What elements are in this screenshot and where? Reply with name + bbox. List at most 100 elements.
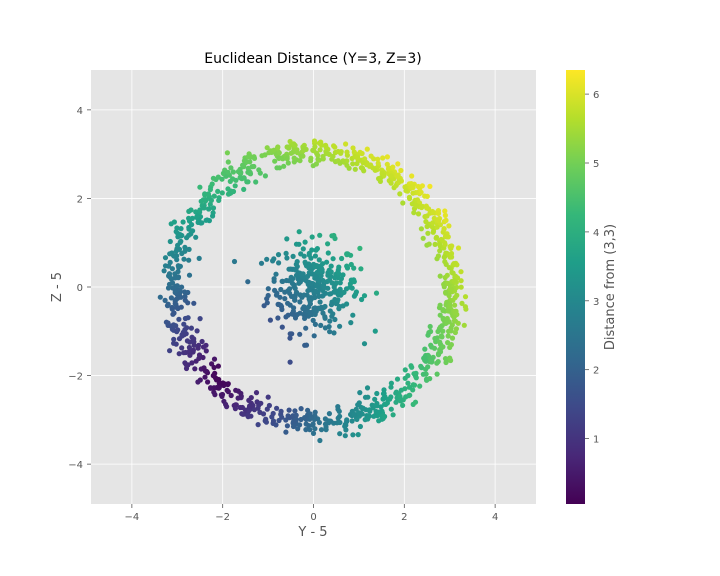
scatter-point (390, 412, 396, 418)
scatter-point (167, 348, 173, 354)
scatter-point (337, 160, 343, 166)
scatter-point (240, 411, 246, 417)
scatter-point (419, 183, 425, 189)
scatter-point (322, 421, 329, 427)
scatter-point (329, 280, 335, 286)
scatter-point (273, 422, 279, 428)
y-axis-label: Z - 5 (50, 272, 65, 302)
scatter-point (437, 339, 443, 345)
scatter-point (409, 201, 415, 207)
scatter-point (394, 376, 401, 382)
scatter-point (442, 212, 448, 218)
scatter-point (193, 234, 199, 240)
scatter-point (322, 314, 328, 320)
scatter-point (349, 418, 355, 424)
scatter-point (171, 310, 177, 316)
scatter-point (327, 318, 333, 324)
scatter-point (405, 380, 411, 386)
scatter-point (430, 210, 436, 216)
scatter-point (253, 179, 259, 185)
scatter-point (178, 226, 184, 232)
scatter-point (427, 376, 433, 382)
scatter-point (241, 175, 247, 181)
scatter-point (267, 317, 273, 323)
scatter-point (278, 155, 284, 161)
y-tick-label: 2 (77, 194, 83, 205)
scatter-point (318, 322, 324, 328)
scatter-point (228, 165, 234, 171)
scatter-point (189, 222, 195, 228)
scatter-point (435, 210, 442, 216)
scatter-point (350, 432, 356, 438)
scatter-point (225, 381, 231, 388)
scatter-point (384, 154, 390, 160)
scatter-point (247, 169, 253, 176)
scatter-point (332, 316, 338, 323)
scatter-point (449, 335, 456, 341)
scatter-point (406, 384, 413, 390)
scatter-point (302, 342, 308, 348)
scatter-point (335, 148, 341, 155)
scatter-point (195, 379, 201, 385)
scatter-point (257, 409, 263, 415)
scatter-point (316, 419, 322, 426)
scatter-point (433, 235, 439, 241)
scatter-point (419, 204, 425, 211)
scatter-point (448, 325, 454, 331)
scatter-point (328, 269, 334, 275)
scatter-point (169, 280, 176, 286)
scatter-point (175, 242, 181, 248)
scatter-point (179, 345, 185, 351)
scatter-point (326, 411, 332, 417)
scatter-point (316, 140, 322, 146)
scatter-point (330, 153, 336, 159)
scatter-point (182, 244, 188, 250)
scatter-point (275, 315, 281, 321)
scatter-point (312, 311, 318, 317)
scatter-point (203, 348, 209, 354)
scatter-point (276, 260, 282, 266)
scatter-point (446, 223, 452, 229)
scatter-point (328, 418, 334, 424)
scatter-point (439, 334, 445, 340)
scatter-point (364, 385, 371, 391)
scatter-point (287, 286, 293, 292)
scatter-point (434, 360, 440, 366)
scatter-point (310, 163, 316, 169)
scatter-point (208, 197, 214, 203)
scatter-point (189, 360, 195, 366)
scatter-point (293, 412, 299, 418)
scatter-point (422, 193, 428, 199)
scatter-point (290, 419, 297, 425)
scatter-point (332, 296, 338, 303)
scatter-point (388, 406, 394, 412)
scatter-point (451, 261, 457, 267)
scatter-point (224, 150, 230, 156)
scatter-point (440, 307, 446, 313)
scatter-point (207, 186, 213, 193)
scatter-point (437, 241, 443, 247)
scatter-point (167, 259, 173, 265)
scatter-point (362, 417, 368, 423)
scatter-point (442, 241, 448, 248)
scatter-point (352, 291, 359, 297)
scatter-point (245, 165, 251, 171)
y-tick-label: −4 (68, 460, 83, 471)
scatter-point (328, 302, 335, 308)
scatter-point (302, 239, 308, 245)
scatter-point (219, 190, 225, 196)
scatter-point (442, 208, 448, 214)
colorbar-tick-label: 2 (593, 366, 599, 377)
scatter-point (290, 423, 297, 430)
scatter-point (343, 422, 349, 428)
scatter-point (165, 285, 172, 291)
scatter-point (278, 408, 284, 414)
scatter-point (324, 259, 330, 265)
scatter-point (317, 437, 323, 444)
scatter-point (426, 206, 432, 212)
scatter-point (372, 328, 378, 334)
scatter-point (182, 327, 188, 333)
scatter-point (174, 257, 180, 263)
scatter-point (341, 289, 347, 295)
scatter-point (211, 364, 217, 371)
